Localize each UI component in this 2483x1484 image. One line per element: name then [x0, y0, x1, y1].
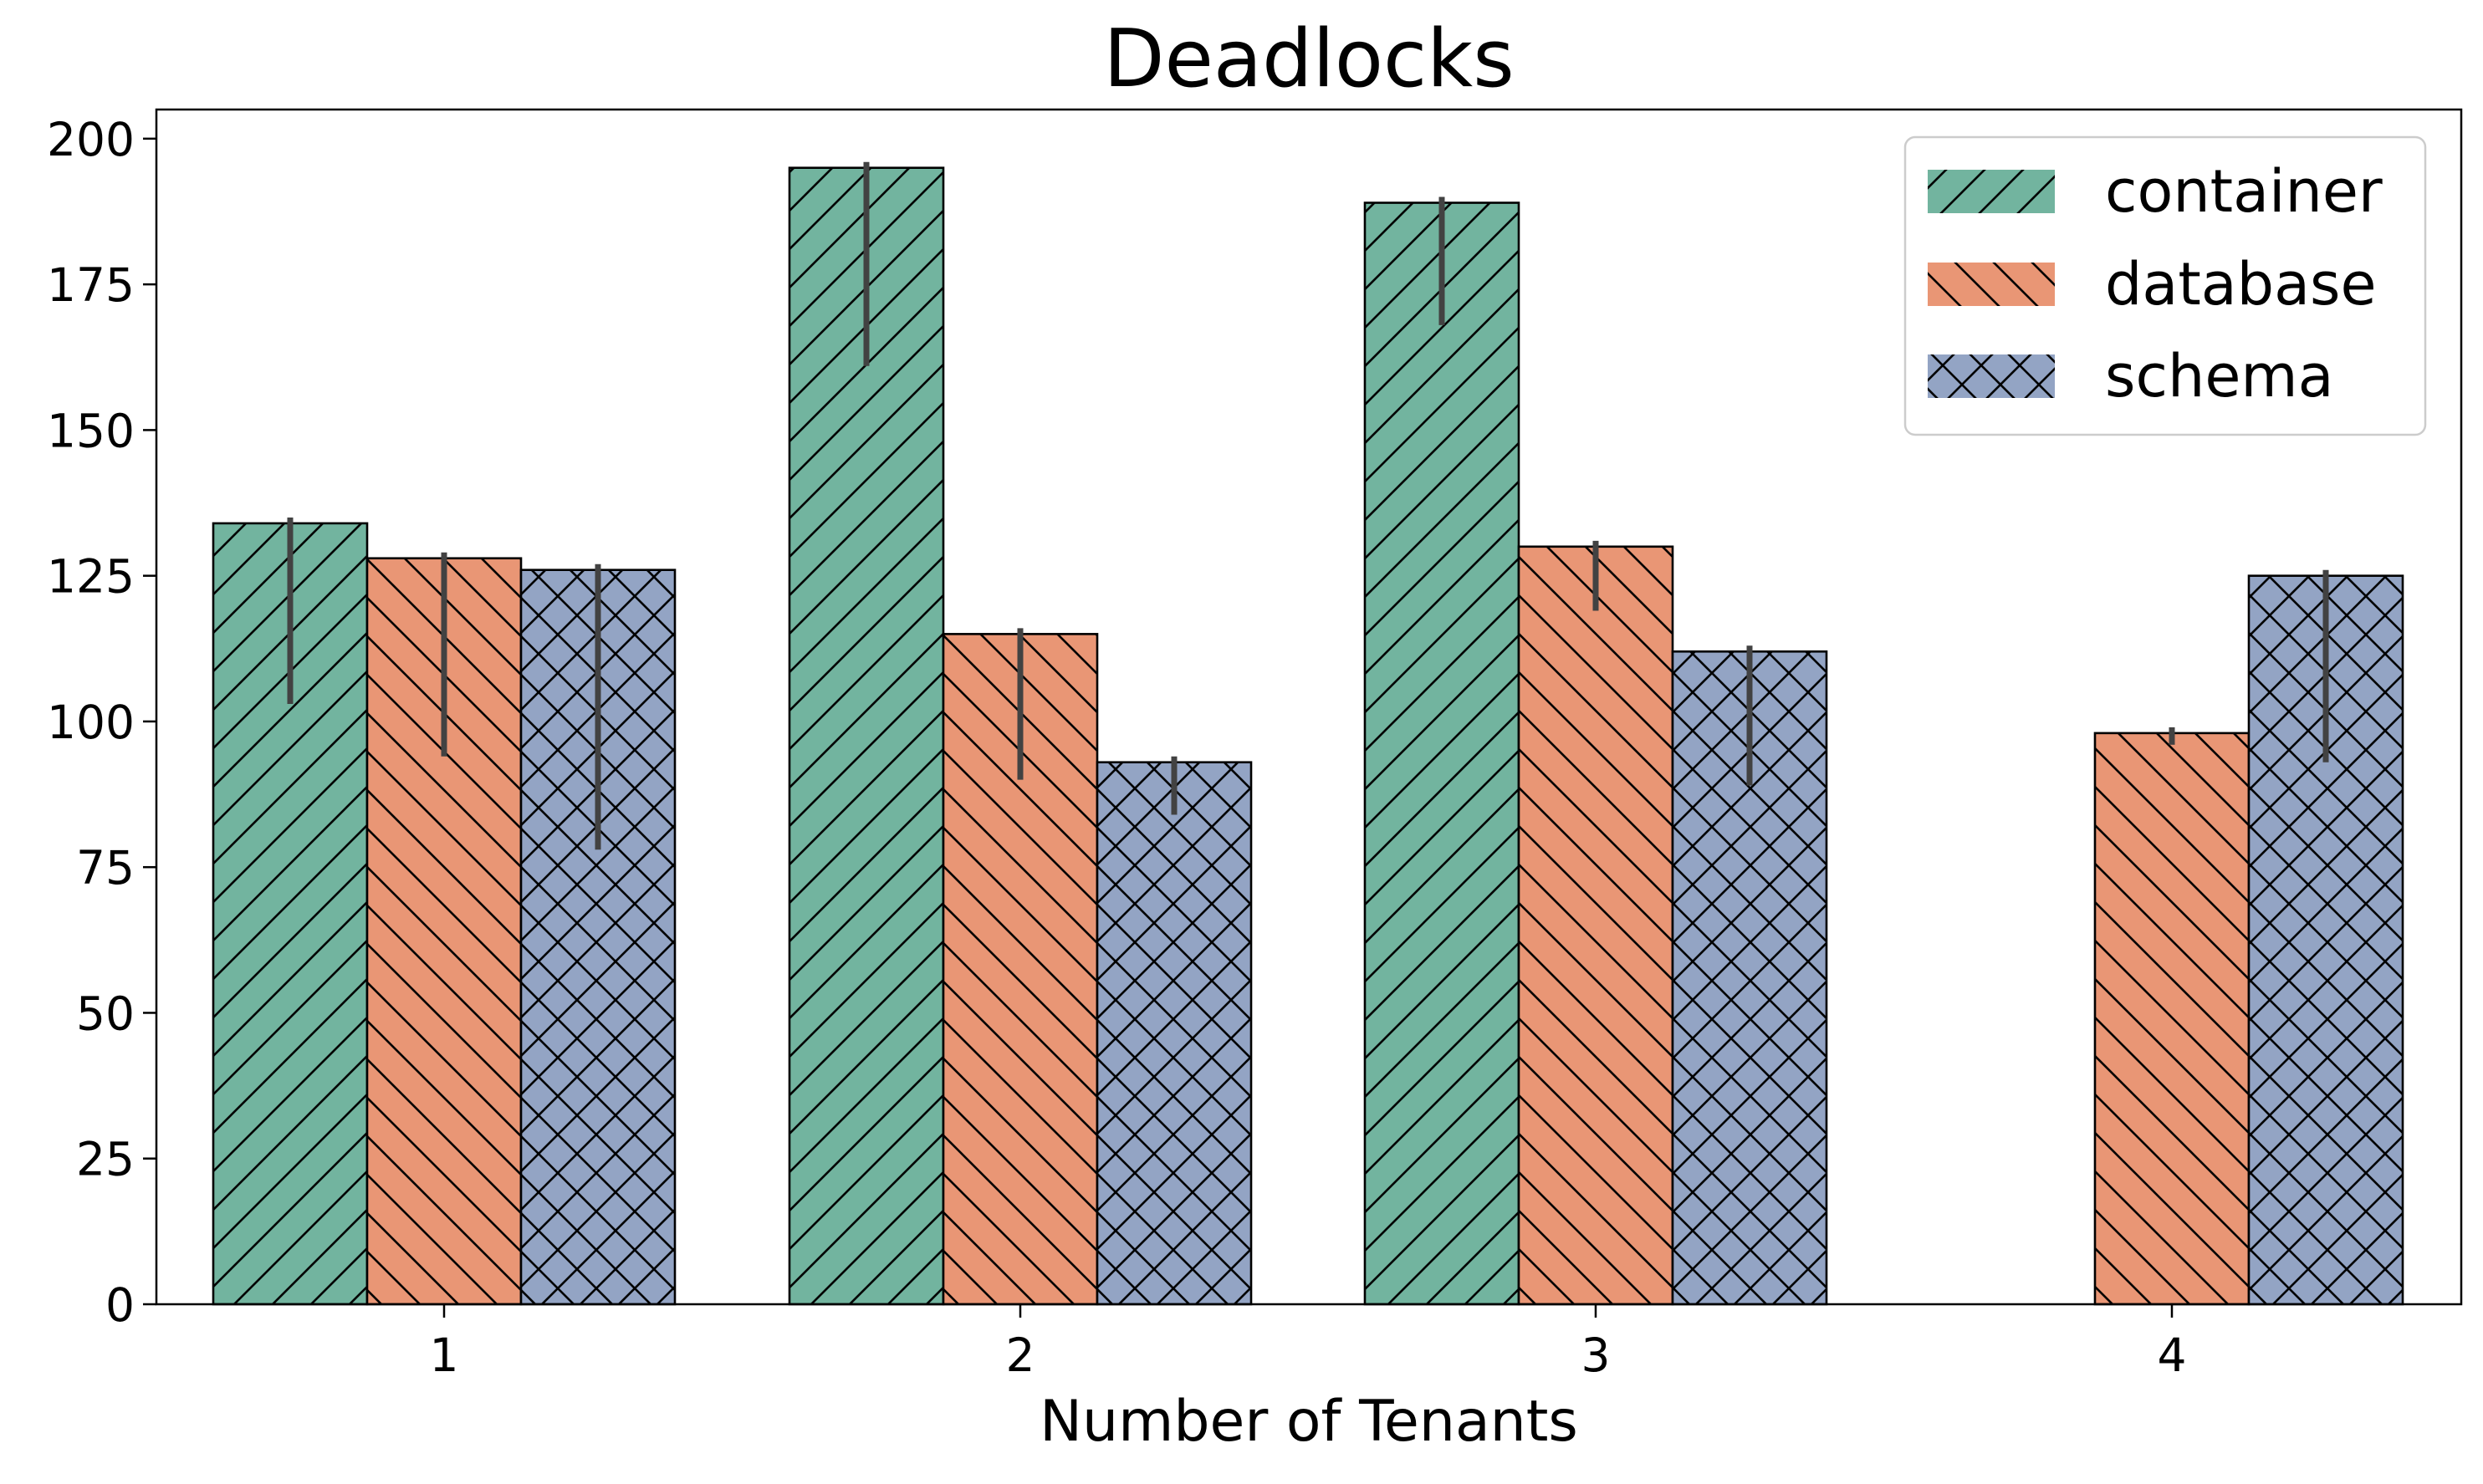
y-tick-label: 0 [105, 1278, 135, 1332]
bar-container-3 [1363, 201, 1520, 1306]
y-tick-label: 75 [76, 841, 135, 895]
bar-schema-2 [1096, 761, 1253, 1306]
bar-hatch [2093, 732, 2251, 1306]
x-tick-label: 3 [1581, 1328, 1611, 1382]
bar-database-3 [1517, 545, 1674, 1306]
y-tick-label: 50 [76, 987, 135, 1040]
x-tick-label: 2 [1006, 1328, 1035, 1382]
bar-hatch [1363, 201, 1520, 1306]
bar-hatch [1517, 545, 1674, 1306]
errorbars-layer [287, 161, 2329, 850]
legend-entry-container: container [1928, 157, 2383, 226]
y-tick-label: 200 [47, 113, 135, 166]
plot-frame [155, 108, 2463, 1306]
y-tick-label: 175 [47, 258, 135, 312]
bar-database-4 [2093, 732, 2251, 1306]
y-tick-label: 150 [47, 404, 135, 457]
legend-label: container [2105, 157, 2383, 226]
x-tick-label: 4 [2158, 1328, 2187, 1382]
legend-entry-schema: schema [1928, 342, 2333, 411]
chart-title: Deadlocks [1103, 13, 1514, 105]
bar-hatch [1096, 761, 1253, 1306]
legend: container database schema [1903, 135, 2427, 436]
y-tick-label: 100 [47, 696, 135, 749]
legend-swatch-hatch [1928, 354, 2055, 398]
legend-label: schema [2105, 342, 2333, 411]
legend-entry-database: database [1928, 250, 2377, 319]
legend-swatch-hatch [1928, 170, 2055, 213]
x-axis-label: Number of Tenants [1040, 1389, 1578, 1455]
legend-swatch-hatch [1928, 263, 2055, 306]
x-tick-label: 1 [430, 1328, 459, 1382]
y-tick-label: 125 [47, 550, 135, 604]
y-tick-label: 25 [76, 1133, 135, 1186]
x-axis: 1 2 3 4 [430, 1304, 2187, 1382]
y-axis: 0 25 50 75 100 125 150 175 200 [47, 113, 156, 1332]
legend-label: database [2105, 250, 2377, 319]
